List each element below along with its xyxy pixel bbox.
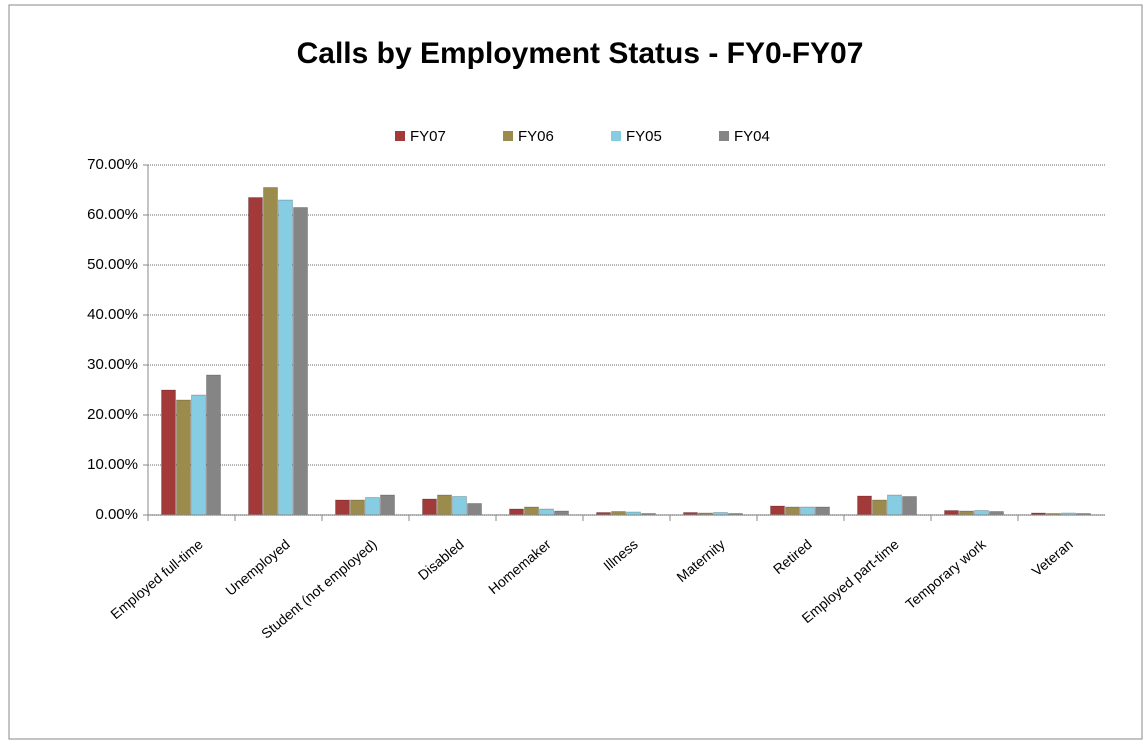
bar: [293, 207, 308, 516]
bar: [902, 496, 917, 516]
chart-border: [8, 4, 1143, 740]
bar: [263, 187, 278, 516]
legend-label: FY04: [734, 128, 770, 145]
bar: [959, 510, 974, 516]
y-tick-label: 40.00%: [87, 306, 138, 323]
bar: [161, 389, 176, 516]
bar: [380, 494, 395, 516]
bar: [554, 510, 569, 516]
y-tick-label: 60.00%: [87, 206, 138, 223]
bar: [437, 494, 452, 516]
bar: [422, 498, 437, 516]
bar: [539, 508, 554, 516]
y-tick-label: 50.00%: [87, 256, 138, 273]
bar: [944, 510, 959, 516]
legend-label: FY05: [626, 128, 662, 145]
bar: [857, 495, 872, 516]
y-tick-label: 0.00%: [95, 506, 138, 523]
y-tick-label: 20.00%: [87, 406, 138, 423]
bar: [974, 510, 989, 516]
bar: [509, 508, 524, 516]
legend-swatch: [611, 131, 621, 141]
bar: [887, 494, 902, 516]
legend-label: FY07: [410, 128, 446, 145]
bar: [176, 399, 191, 516]
y-tick-label: 10.00%: [87, 456, 138, 473]
bar: [452, 496, 467, 516]
bar: [206, 374, 221, 516]
bar: [770, 505, 785, 516]
bar: [365, 497, 380, 516]
bar: [524, 506, 539, 516]
bar: [335, 499, 350, 516]
bar: [989, 511, 1004, 516]
bar: [248, 197, 263, 516]
y-tick-label: 70.00%: [87, 156, 138, 173]
bar: [785, 506, 800, 516]
legend-swatch: [503, 131, 513, 141]
bar: [800, 506, 815, 516]
bar: [191, 394, 206, 516]
legend-swatch: [395, 131, 405, 141]
y-tick-label: 30.00%: [87, 356, 138, 373]
bar: [467, 503, 482, 516]
bar: [611, 511, 626, 516]
bar: [872, 499, 887, 516]
bar: [350, 499, 365, 516]
bar: [815, 506, 830, 516]
legend-swatch: [719, 131, 729, 141]
legend-label: FY06: [518, 128, 554, 145]
chart-title: Calls by Employment Status - FY0-FY07: [297, 37, 864, 70]
bar: [278, 199, 293, 516]
